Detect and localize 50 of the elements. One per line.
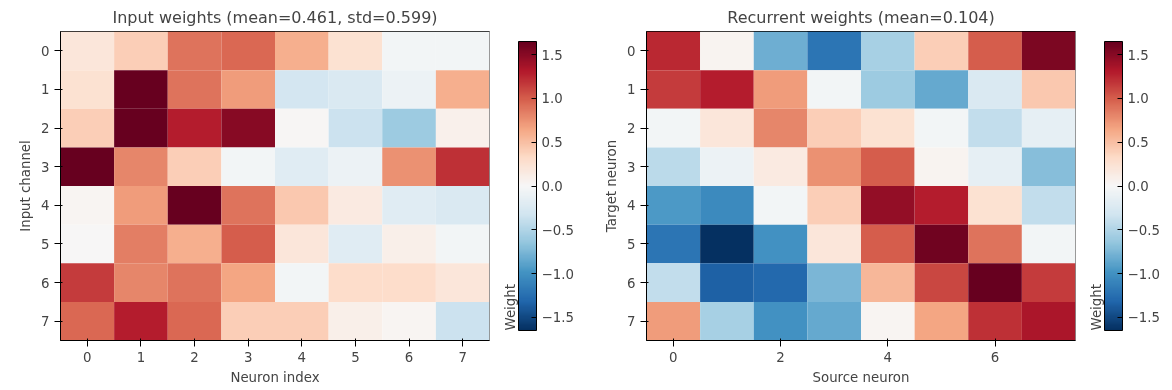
y-tick-label: 2 [627, 121, 636, 137]
chart-title: Recurrent weights (mean=0.104) [727, 7, 995, 27]
x-tick-label: 5 [351, 349, 360, 365]
x-tick-label: 6 [404, 349, 414, 365]
y-tick-label: 7 [41, 314, 50, 330]
color-bar-label: 1.0 [1127, 91, 1149, 107]
x-tick-label: 1 [136, 349, 146, 365]
x-tick-label: 0 [83, 349, 92, 365]
x-axis-title: Source neuron [812, 369, 910, 385]
y-tick-label: 6 [627, 275, 636, 291]
color-bar-label: 0.0 [1127, 179, 1149, 194]
color-bar-title: Weight [502, 284, 518, 331]
y-tick-label: 1 [627, 82, 636, 98]
color-bar-label: 1.5 [541, 47, 563, 63]
color-bar-label: 0.5 [541, 135, 563, 151]
y-tick-label: 0 [41, 43, 50, 59]
y-axis-title: Target neuron [604, 139, 620, 234]
y-tick-label: 4 [41, 198, 50, 214]
x-tick-label: 4 [883, 349, 893, 365]
color-bar-label: −1.5 [541, 310, 574, 326]
color-bar-label: 1.0 [541, 91, 563, 107]
y-tick-label: 7 [627, 314, 636, 330]
x-tick-label: 4 [297, 349, 307, 365]
color-bar-label: −1.0 [541, 266, 574, 282]
y-tick-label: 0 [627, 43, 636, 59]
y-tick-label: 5 [627, 236, 636, 252]
color-bar-label: 0.5 [1127, 135, 1149, 151]
x-tick-label: 2 [776, 349, 785, 365]
color-bar-label: 0.0 [541, 179, 563, 194]
y-tick-label: 3 [41, 159, 50, 175]
y-axis-title: Input channel [18, 140, 34, 232]
x-tick-label: 2 [190, 349, 199, 365]
y-tick-label: 1 [41, 82, 50, 98]
x-tick-label: 6 [990, 349, 1000, 365]
y-tick-label: 6 [41, 275, 50, 291]
x-tick-label: 0 [669, 349, 678, 365]
x-tick-label: 7 [458, 349, 467, 365]
color-bar-label: −1.0 [1127, 266, 1160, 282]
y-tick-label: 4 [627, 198, 636, 214]
color-bar-label: −1.5 [1127, 310, 1160, 326]
x-tick-label: 3 [243, 349, 253, 365]
color-bar-label: −0.5 [541, 222, 574, 238]
x-axis-title: Neuron index [230, 369, 320, 385]
color-bar-label: 1.5 [1127, 47, 1149, 63]
color-bar-title: Weight [1088, 284, 1104, 331]
y-tick-label: 5 [41, 236, 50, 252]
color-bar-label: −0.5 [1127, 222, 1160, 238]
y-tick-label: 2 [41, 121, 50, 137]
y-tick-label: 3 [627, 159, 636, 175]
chart-title: Input weights (mean=0.461, std=0.599) [112, 7, 438, 27]
